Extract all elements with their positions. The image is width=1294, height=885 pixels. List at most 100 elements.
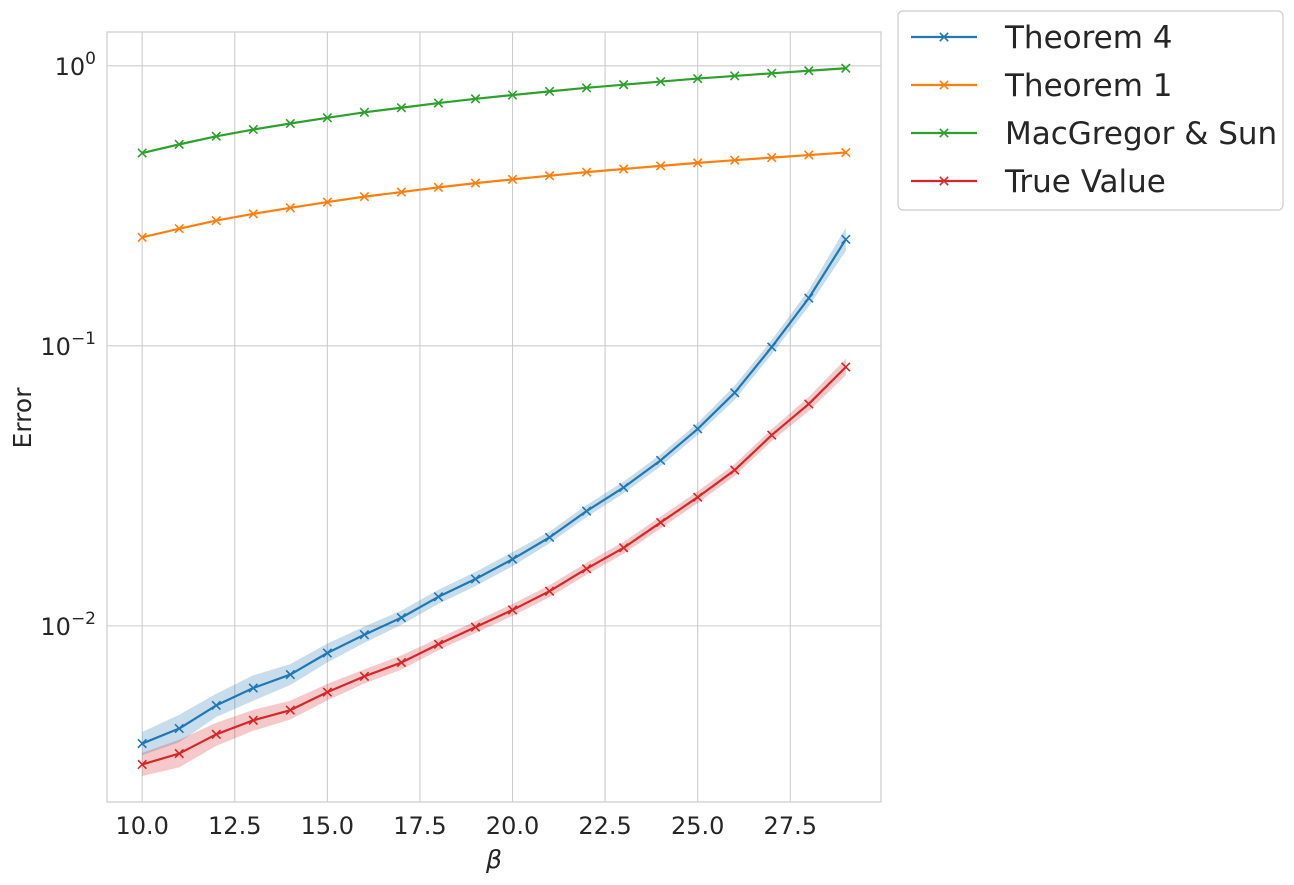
point-theorem-4 — [618, 482, 629, 493]
point-macgregor-sun — [729, 71, 740, 81]
point-theorem-1 — [804, 150, 814, 160]
point-theorem-1 — [396, 187, 407, 197]
point-true-value — [470, 622, 481, 632]
point-theorem-4 — [692, 424, 703, 434]
point-macgregor-sun — [322, 113, 333, 123]
grid — [107, 32, 881, 802]
y-tick-labels: 100 10−1 10−2 — [40, 49, 96, 641]
plot-background — [107, 32, 881, 802]
point-true-value — [618, 543, 629, 553]
y-tick-label: 10−2 — [40, 609, 96, 641]
y-axis-label: Error — [8, 387, 37, 449]
point-theorem-1 — [507, 174, 518, 185]
point-true-value — [655, 517, 666, 528]
point-macgregor-sun — [359, 107, 370, 118]
point-theorem-1 — [359, 191, 370, 202]
point-true-value — [396, 657, 407, 668]
x-tick-label: 25.0 — [671, 812, 724, 840]
point-theorem-4 — [137, 738, 147, 749]
point-theorem-4 — [248, 683, 259, 693]
x-tick-label: 22.5 — [578, 812, 631, 840]
series-lines — [141, 67, 847, 766]
point-theorem-1 — [841, 147, 851, 158]
point-macgregor-sun — [211, 131, 222, 142]
legend-label: True Value — [1004, 164, 1166, 200]
point-macgregor-sun — [433, 98, 444, 108]
point-theorem-4 — [544, 532, 555, 543]
legend-marker-true-value — [939, 176, 949, 186]
point-true-value — [841, 362, 851, 372]
point-theorem-4 — [655, 455, 666, 466]
point-macgregor-sun — [174, 139, 184, 150]
point-macgregor-sun — [655, 76, 666, 87]
point-theorem-4 — [581, 506, 592, 516]
point-theorem-4 — [470, 574, 481, 584]
point-macgregor-sun — [618, 79, 629, 90]
legend-label: MacGregor & Sun — [1005, 116, 1277, 152]
x-tick-label: 17.5 — [393, 812, 446, 840]
point-theorem-1 — [285, 203, 296, 213]
point-macgregor-sun — [766, 68, 777, 79]
legend: Theorem 4 Theorem 1 MacGregor & Sun True Va… — [897, 10, 1284, 211]
point-theorem-4 — [766, 342, 777, 352]
band-true-value — [142, 358, 846, 777]
point-true-value — [544, 586, 555, 596]
point-true-value — [248, 715, 259, 726]
point-theorem-4 — [359, 629, 370, 640]
point-true-value — [359, 671, 370, 682]
point-theorem-1 — [433, 182, 444, 193]
legend-marker-theorem-4 — [939, 32, 949, 42]
series-markers — [137, 63, 851, 770]
point-theorem-1 — [174, 223, 184, 234]
x-axis-label: β — [485, 845, 502, 874]
y-tick-label: 100 — [55, 49, 96, 81]
point-theorem-4 — [729, 387, 740, 398]
x-tick-label: 15.0 — [301, 812, 354, 840]
legend-label: Theorem 1 — [1004, 68, 1173, 104]
point-true-value — [174, 748, 184, 759]
point-theorem-4 — [507, 554, 518, 564]
point-theorem-1 — [137, 232, 147, 243]
point-macgregor-sun — [285, 118, 296, 129]
point-true-value — [729, 465, 740, 475]
point-theorem-4 — [285, 669, 296, 680]
point-true-value — [581, 563, 592, 574]
point-theorem-4 — [396, 612, 407, 623]
point-macgregor-sun — [248, 124, 259, 135]
point-theorem-1 — [655, 161, 666, 171]
point-macgregor-sun — [470, 94, 481, 104]
point-macgregor-sun — [841, 63, 851, 73]
point-theorem-1 — [729, 155, 740, 165]
point-true-value — [692, 492, 703, 502]
point-true-value — [766, 430, 777, 440]
line-true-value — [141, 366, 847, 766]
line-theorem-4 — [141, 238, 847, 745]
point-theorem-1 — [766, 152, 777, 163]
point-theorem-4 — [322, 648, 333, 658]
point-macgregor-sun — [396, 102, 407, 113]
point-macgregor-sun — [507, 90, 518, 100]
point-theorem-4 — [804, 293, 814, 303]
point-true-value — [433, 639, 444, 649]
point-macgregor-sun — [137, 148, 147, 158]
point-theorem-1 — [544, 170, 555, 181]
legend-marker-macgregor-sun — [939, 128, 949, 138]
y-tick-label: 10−1 — [40, 329, 96, 361]
point-theorem-4 — [174, 723, 184, 734]
x-tick-label: 20.0 — [486, 812, 539, 840]
point-theorem-1 — [248, 209, 259, 219]
point-true-value — [137, 759, 147, 770]
point-macgregor-sun — [692, 73, 703, 84]
point-theorem-4 — [841, 234, 851, 245]
point-theorem-4 — [433, 592, 444, 602]
point-true-value — [804, 399, 814, 409]
point-true-value — [322, 687, 333, 697]
point-theorem-4 — [211, 700, 222, 711]
plot-frame — [106, 31, 882, 803]
point-theorem-1 — [470, 178, 481, 188]
point-theorem-1 — [322, 197, 333, 207]
point-macgregor-sun — [544, 86, 555, 97]
point-theorem-1 — [692, 158, 703, 168]
point-theorem-1 — [581, 167, 592, 177]
